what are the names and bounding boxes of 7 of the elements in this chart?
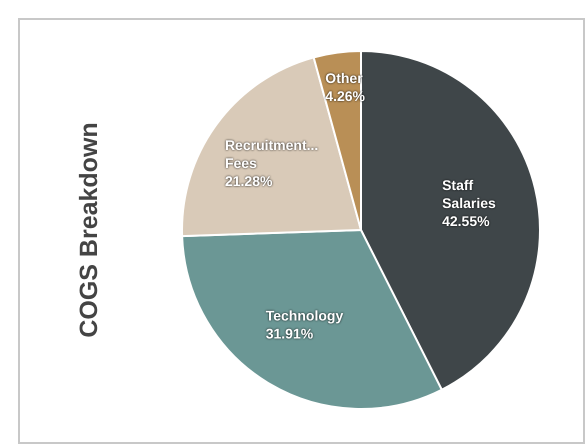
data-label: 42.55% bbox=[442, 213, 490, 230]
data-label: 21.28% bbox=[224, 173, 273, 190]
text: COGS Breakdown bbox=[74, 122, 103, 338]
data-label: 31.91% bbox=[266, 325, 314, 342]
slice-label: Staff Salaries bbox=[442, 177, 496, 212]
slice-label: Recruitment... Fees bbox=[224, 137, 318, 172]
slice-label: Technology bbox=[266, 307, 344, 324]
